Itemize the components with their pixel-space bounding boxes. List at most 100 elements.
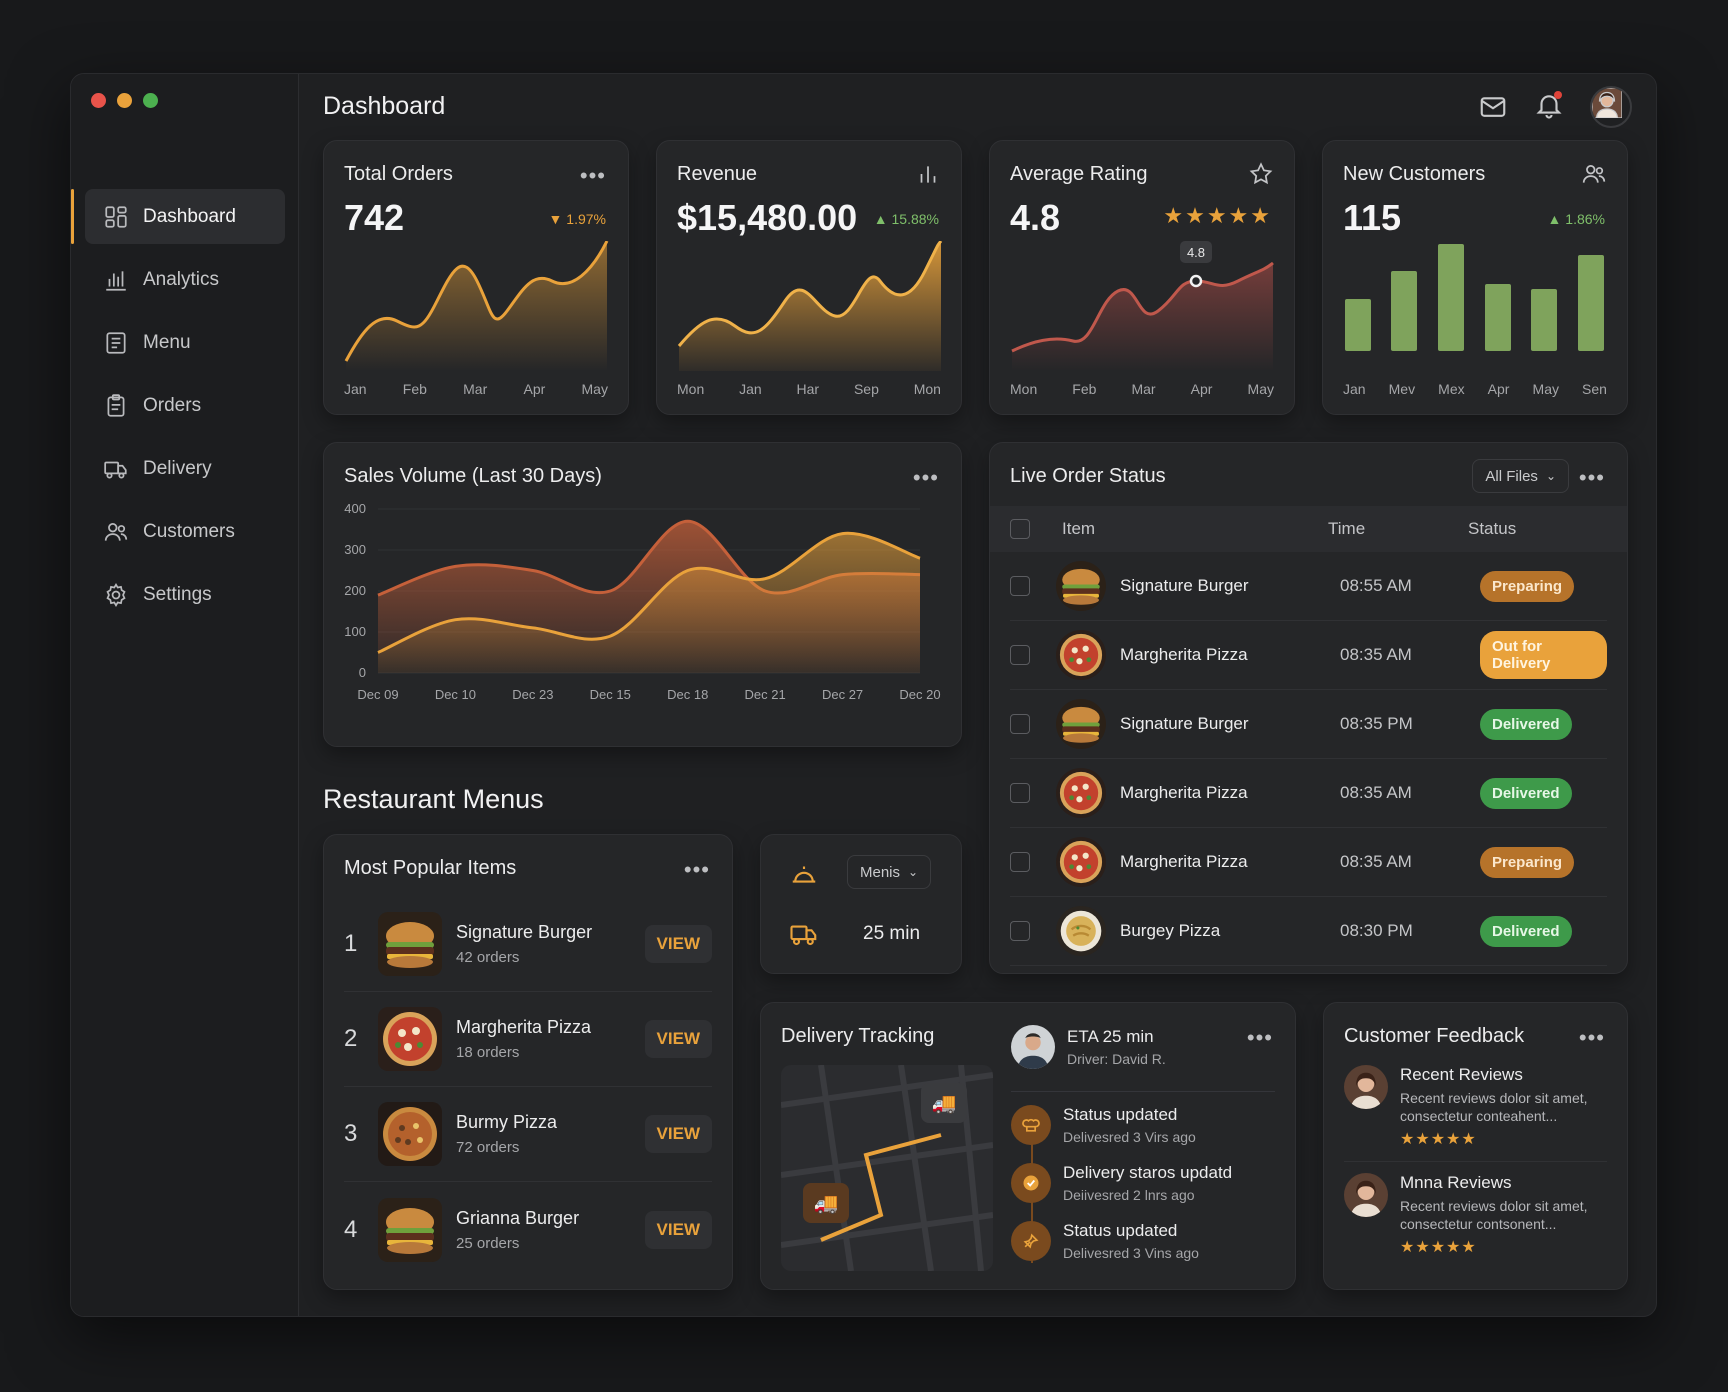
tick-label: Apr xyxy=(523,381,546,397)
row-checkbox[interactable] xyxy=(1010,921,1030,941)
cloche-icon[interactable] xyxy=(789,859,819,889)
x-tick-label: Dec 27 xyxy=(822,687,863,702)
review-item[interactable]: Recent Reviews Recent reviews dolor sit a… xyxy=(1344,1065,1607,1162)
series-area-1 xyxy=(378,533,920,673)
column-header-item: Item xyxy=(1062,519,1096,538)
chevron-down-icon: ⌄ xyxy=(1545,469,1556,483)
section-title: Restaurant Menus xyxy=(323,784,544,814)
avatar[interactable] xyxy=(1590,86,1632,128)
sidebar-item-settings[interactable]: Settings xyxy=(85,567,285,622)
driver-avatar xyxy=(1011,1025,1055,1069)
timeline-title: Status updated xyxy=(1063,1105,1178,1124)
review-title: Recent Reviews xyxy=(1400,1065,1523,1084)
tick-label: May xyxy=(1532,381,1559,397)
review-text: Recent reviews dolor sit amet, consectet… xyxy=(1400,1090,1588,1124)
timeline-divider xyxy=(1011,1091,1275,1092)
table-row[interactable]: Margherita Pizza 08:35 AM Out for Delivery xyxy=(1010,621,1607,690)
more-options-icon[interactable]: ••• xyxy=(912,465,939,490)
more-options-icon[interactable]: ••• xyxy=(1578,465,1605,490)
card-title: Sales Volume (Last 30 Days) xyxy=(344,465,602,487)
row-checkbox[interactable] xyxy=(1010,645,1030,665)
y-tick-label: 100 xyxy=(344,624,366,639)
x-axis-ticks: Mon Feb Mar Apr May xyxy=(1010,381,1274,397)
review-item[interactable]: Mnna Reviews Recent reviews dolor sit ame… xyxy=(1344,1173,1607,1269)
mail-icon[interactable] xyxy=(1478,92,1508,122)
card-title: New Customers xyxy=(1343,163,1486,185)
sidebar-item-dashboard[interactable]: Dashboard xyxy=(71,189,285,244)
tick-label: Jan xyxy=(739,381,762,397)
item-name: Burmy Pizza xyxy=(456,1112,558,1132)
timeline-item: Status updated Delivesred 3 Vins ago xyxy=(1011,1221,1199,1261)
x-axis-ticks: Jan Feb Mar Apr May xyxy=(344,381,608,397)
row-checkbox[interactable] xyxy=(1010,852,1030,872)
filter-dropdown[interactable]: All Files ⌄ xyxy=(1472,459,1569,493)
check-icon xyxy=(1011,1163,1051,1203)
x-tick-label: Dec 18 xyxy=(667,687,708,702)
sidebar-item-label: Orders xyxy=(143,394,202,416)
food-thumbnail xyxy=(378,912,442,976)
menu-select[interactable]: Menis ⌄ xyxy=(847,855,932,889)
food-thumbnail xyxy=(1056,768,1106,818)
minimize-window-button[interactable] xyxy=(117,93,132,108)
sidebar-item-orders[interactable]: Orders xyxy=(85,378,285,433)
timeline-title: Delivery staros updatd xyxy=(1063,1163,1233,1182)
bar xyxy=(1531,289,1557,351)
more-options-icon[interactable]: ••• xyxy=(683,857,710,882)
sidebar-nav: Dashboard Analytics Menu Orders Delivery… xyxy=(71,189,285,630)
bar-chart-icon[interactable] xyxy=(915,161,941,187)
row-checkbox[interactable] xyxy=(1010,576,1030,596)
maximize-window-button[interactable] xyxy=(143,93,158,108)
sidebar-item-label: Analytics xyxy=(143,268,220,290)
card-title: Average Rating xyxy=(1010,163,1148,185)
truck-icon[interactable] xyxy=(789,919,819,949)
x-tick-label: Dec 20 xyxy=(899,687,940,702)
sidebar-item-analytics[interactable]: Analytics xyxy=(85,252,285,307)
more-options-icon[interactable]: ••• xyxy=(1578,1025,1605,1050)
delivery-map[interactable]: 🚚 🚚 xyxy=(781,1065,993,1271)
table-row[interactable]: Margherita Pizza 08:35 AM Preparing xyxy=(1010,828,1607,897)
sidebar-item-menu[interactable]: Menu xyxy=(85,315,285,370)
row-checkbox[interactable] xyxy=(1010,783,1030,803)
tick-label: Mev xyxy=(1388,381,1416,397)
sidebar-item-label: Menu xyxy=(143,331,191,353)
sales-volume-chart: 400 300 200 100 0 Dec 09 Dec 10 Dec 23 Dec 15 De… xyxy=(344,501,940,702)
table-row[interactable]: Signature Burger 08:55 AM Preparing xyxy=(1010,552,1607,621)
row-checkbox[interactable] xyxy=(1010,714,1030,734)
notification-dot xyxy=(1554,90,1562,99)
sidebar-item-delivery[interactable]: Delivery xyxy=(85,441,285,496)
list-item: 4 Grianna Burger 25 orders VIEW xyxy=(344,1182,712,1277)
reviewer-avatar xyxy=(1344,1065,1388,1109)
tick-label: Jan xyxy=(344,381,367,397)
order-item-name: Margherita Pizza xyxy=(1120,852,1248,871)
food-thumbnail xyxy=(1056,561,1106,611)
status-badge: Preparing xyxy=(1480,846,1575,878)
sidebar-item-customers[interactable]: Customers xyxy=(85,504,285,559)
driver-name: Driver: David R. xyxy=(1067,1051,1166,1067)
item-name: Margherita Pizza xyxy=(456,1017,592,1037)
timeline-line xyxy=(1031,1143,1033,1263)
users-icon[interactable] xyxy=(1581,161,1607,187)
view-button[interactable]: VIEW xyxy=(644,925,712,963)
revenue-card: Revenue $15,480.00 ▲ 15.88% Mon Jan Har … xyxy=(656,140,962,415)
map-graphic: 🚚 🚚 xyxy=(781,1065,993,1271)
status-badge: Delivered xyxy=(1480,915,1572,947)
view-button[interactable]: VIEW xyxy=(644,1020,712,1058)
table-row[interactable]: Margherita Pizza 08:35 AM Delivered xyxy=(1010,759,1607,828)
star-icon[interactable] xyxy=(1248,161,1274,187)
card-title: Live Order Status xyxy=(1010,465,1166,487)
table-row[interactable]: Signature Burger 08:35 PM Delivered xyxy=(1010,690,1607,759)
card-title: Most Popular Items xyxy=(344,857,517,879)
more-options-icon[interactable]: ••• xyxy=(1246,1025,1273,1050)
close-window-button[interactable] xyxy=(91,93,106,108)
select-all-checkbox[interactable] xyxy=(1010,519,1030,539)
y-tick-label: 0 xyxy=(359,665,366,680)
tick-label: Mex xyxy=(1438,381,1465,397)
table-row[interactable]: Burgey Pizza 08:30 PM Delivered xyxy=(1010,897,1607,966)
status-badge: Out for Delivery xyxy=(1480,631,1607,679)
order-item-name: Burgey Pizza xyxy=(1120,921,1221,940)
more-options-icon[interactable]: ••• xyxy=(579,163,606,188)
view-button[interactable]: VIEW xyxy=(644,1115,712,1153)
notifications-button[interactable] xyxy=(1534,90,1564,125)
x-tick-label: Dec 21 xyxy=(745,687,786,702)
view-button[interactable]: VIEW xyxy=(644,1210,712,1249)
